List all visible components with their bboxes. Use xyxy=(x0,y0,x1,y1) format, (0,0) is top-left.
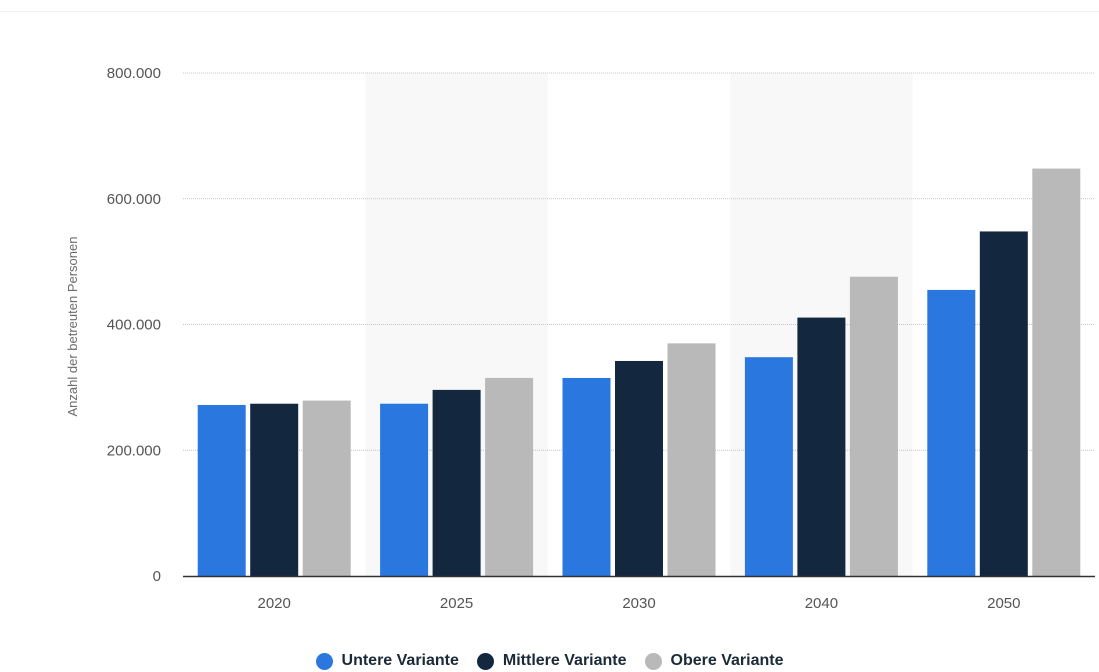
legend-item-untere[interactable]: Untere Variante xyxy=(315,652,459,670)
legend-label-obere: Obere Variante xyxy=(670,652,784,669)
bar-untere-2030 xyxy=(562,377,611,576)
bar-mittlere-2050 xyxy=(979,231,1028,576)
bar-untere-2040 xyxy=(744,357,793,576)
legend-item-mittlere[interactable]: Mittlere Variante xyxy=(476,652,627,670)
legend-label-untere: Untere Variante xyxy=(341,652,459,669)
bar-untere-2020 xyxy=(197,404,246,576)
legend: Untere Variante Mittlere Variante Obere … xyxy=(0,650,1099,672)
x-tick-label-2040: 2040 xyxy=(805,595,838,612)
bar-mittlere-2025 xyxy=(432,389,481,576)
legend-label-mittlere: Mittlere Variante xyxy=(502,652,627,669)
legend-marker-untere xyxy=(315,652,333,670)
bar-obere-2025 xyxy=(485,377,534,576)
bar-chart: 0 200.000 400.000 600.000 800.000 Anzahl der … xyxy=(65,65,1095,612)
y-tick-label-600.000: 600.000 xyxy=(107,191,161,208)
x-tick-label-2020: 2020 xyxy=(258,595,291,612)
y-tick-label-400.000: 400.000 xyxy=(107,317,161,334)
x-tick-label-2030: 2030 xyxy=(622,595,655,612)
legend-marker-mittlere xyxy=(476,652,494,670)
legend-item-obere[interactable]: Obere Variante xyxy=(644,652,784,670)
top-divider xyxy=(0,11,1099,12)
bar-obere-2050 xyxy=(1032,168,1081,576)
bar-untere-2025 xyxy=(380,403,429,576)
y-tick-label-200.000: 200.000 xyxy=(107,442,161,459)
bar-untere-2050 xyxy=(927,289,976,576)
y-tick-label-0: 0 xyxy=(153,568,161,585)
bar-obere-2020 xyxy=(302,400,351,576)
legend-marker-obere xyxy=(644,652,662,670)
bar-obere-2030 xyxy=(667,343,716,576)
x-tick-label-2025: 2025 xyxy=(440,595,473,612)
bar-mittlere-2020 xyxy=(250,403,299,576)
bar-obere-2040 xyxy=(849,276,898,576)
y-tick-label-800.000: 800.000 xyxy=(107,65,161,82)
x-tick-label-2050: 2050 xyxy=(987,595,1020,612)
bar-mittlere-2040 xyxy=(797,317,846,576)
bar-mittlere-2030 xyxy=(615,360,663,576)
y-axis-label: Anzahl der betreuten Personen xyxy=(65,237,80,417)
